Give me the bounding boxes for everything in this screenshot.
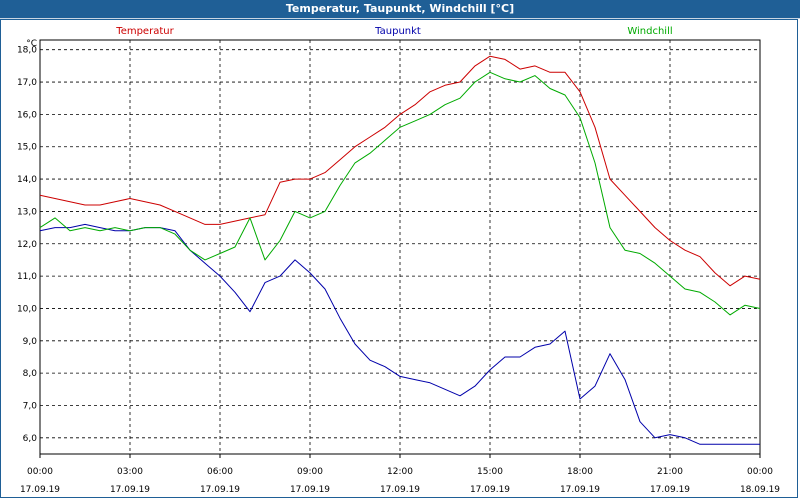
x-tick-date-label: 17.09.19 [470,485,510,495]
y-tick-label: 9,0 [23,337,38,347]
y-tick-label: 10,0 [17,304,37,314]
legend-entry: Taupunkt [374,26,421,37]
y-tick-label: 6,0 [23,434,38,444]
x-tick-date-label: 17.09.19 [110,485,150,495]
x-tick-date-label: 17.09.19 [560,485,600,495]
y-unit-label: °C [26,39,37,49]
series-line-temperatur [39,55,761,287]
x-tick-date-label: 17.09.19 [20,485,60,495]
x-tick-date-label: 17.09.19 [650,485,690,495]
y-tick-label: 15,0 [17,143,37,153]
y-tick-label: 12,0 [17,240,37,250]
y-tick-label: 17,0 [17,78,37,88]
x-tick-time-label: 03:00 [117,467,143,477]
x-tick-date-label: 17.09.19 [200,485,240,495]
x-tick-time-label: 12:00 [387,467,413,477]
x-tick-time-label: 09:00 [297,467,323,477]
y-tick-label: 11,0 [17,272,37,282]
y-tick-label: 18,0 [17,46,37,56]
y-tick-label: 7,0 [23,401,38,411]
x-tick-time-label: 06:00 [207,467,233,477]
chart-frame [0,19,798,498]
legend-entry: Windchill [627,26,672,37]
x-tick-date-label: 18.09.19 [740,485,780,495]
y-tick-label: 8,0 [23,369,38,379]
legend-entry: Temperatur [115,26,174,37]
x-tick-time-label: 15:00 [477,467,503,477]
x-tick-time-label: 00:00 [747,467,773,477]
chart-title-bar: Temperatur, Taupunkt, Windchill [°C] [0,0,800,19]
x-tick-date-label: 17.09.19 [380,485,420,495]
x-tick-time-label: 18:00 [567,467,593,477]
x-tick-time-label: 00:00 [27,467,53,477]
y-tick-label: 13,0 [17,207,37,217]
x-tick-date-label: 17.09.19 [290,485,330,495]
series-line-windchill [39,71,761,316]
y-tick-label: 14,0 [17,175,37,185]
x-tick-time-label: 21:00 [657,467,683,477]
chart-title: Temperatur, Taupunkt, Windchill [°C] [285,2,515,15]
y-tick-label: 16,0 [17,110,37,120]
